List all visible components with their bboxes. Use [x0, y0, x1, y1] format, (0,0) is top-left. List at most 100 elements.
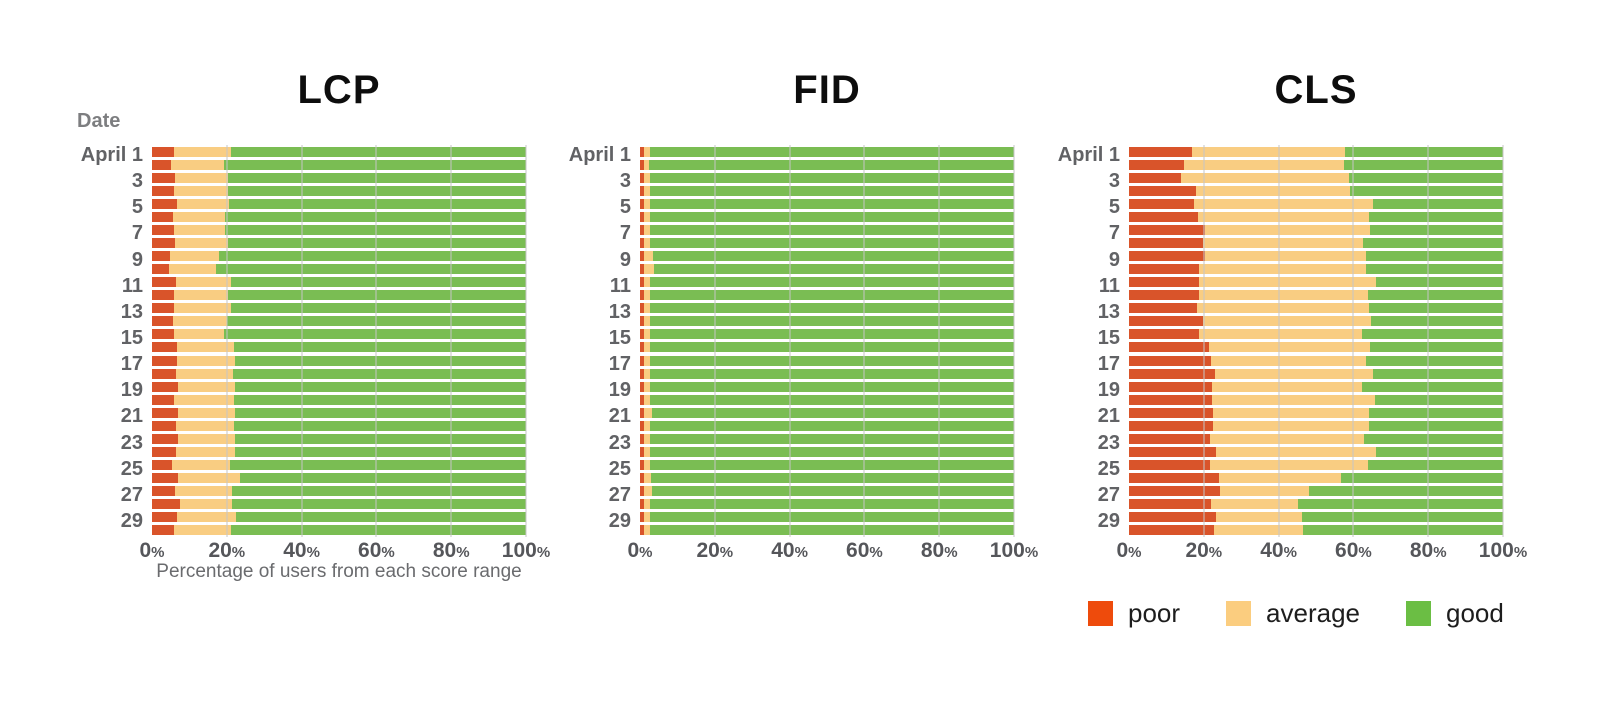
bar-row: [1129, 210, 1503, 223]
date-tick-label: 7: [619, 222, 631, 245]
stacked-bar: [640, 316, 1014, 327]
bar-row: [152, 197, 526, 210]
chart-title-cls: CLS: [1274, 68, 1358, 112]
poor-segment: [640, 368, 644, 379]
poor-segment: [640, 329, 644, 340]
poor-segment: [1129, 499, 1211, 510]
bar-row: [1129, 158, 1503, 171]
date-tick-label: 13: [608, 300, 631, 323]
good-segment: [650, 342, 1014, 353]
bar-row: [152, 485, 526, 498]
stacked-bar: [640, 264, 1014, 275]
average-segment: [1198, 211, 1370, 222]
good-segment: [650, 329, 1014, 340]
date-tick-label: 25: [608, 457, 631, 480]
x-tick-label: 60%: [1335, 539, 1372, 563]
poor-segment: [1129, 473, 1219, 484]
average-segment: [1210, 355, 1367, 366]
average-segment: [174, 329, 225, 340]
stacked-bar: [1129, 420, 1503, 431]
average-segment: [643, 355, 650, 366]
date-tick-label: April 1: [1057, 144, 1120, 166]
poor-segment: [1129, 316, 1204, 327]
average-segment: [175, 368, 233, 379]
good-segment: [235, 407, 526, 418]
stacked-bar: [152, 512, 526, 523]
stacked-bar: [640, 499, 1014, 510]
good-segment: [1343, 159, 1503, 170]
bar-row: [152, 184, 526, 197]
bar-row: [152, 472, 526, 485]
bar-row: [640, 171, 1014, 184]
poor-segment: [640, 420, 644, 431]
average-segment: [643, 146, 650, 157]
average-segment: [643, 433, 651, 444]
poor-segment: [152, 237, 175, 248]
average-segment: [180, 499, 233, 510]
bar-row: [1129, 498, 1503, 511]
poor-segment: [1129, 512, 1217, 523]
good-segment: [649, 316, 1014, 327]
bar-row: [152, 263, 526, 276]
date-tick-label: 3: [1108, 170, 1120, 193]
poor-segment: [152, 460, 173, 471]
date-tick-label: 15: [608, 326, 631, 349]
bar-row: [1129, 380, 1503, 393]
good-segment: [1363, 237, 1503, 248]
average-segment: [1212, 420, 1369, 431]
bar-row: [152, 328, 526, 341]
date-tick-label: 7: [1108, 222, 1120, 245]
good-segment: [1348, 172, 1503, 183]
poor-segment: [152, 525, 175, 536]
good-segment: [649, 355, 1014, 366]
good-segment: [650, 512, 1014, 523]
chart-cls: CLS April 1 3 5 7 9 11 13 15 17 19 21 23 25 27 29 0% 20…: [1058, 0, 1527, 600]
average-segment: [175, 277, 231, 288]
bar-row: [640, 354, 1014, 367]
gridline: [525, 145, 527, 537]
average-segment: [643, 198, 651, 209]
stacked-bar: [152, 146, 526, 157]
date-tick-label: 9: [1108, 248, 1120, 271]
stacked-bar: [640, 224, 1014, 235]
date-tick-label: 21: [120, 405, 143, 428]
stacked-bar: [152, 407, 526, 418]
average-segment: [176, 342, 235, 353]
good-segment: [651, 407, 1014, 418]
average-segment: [643, 512, 651, 523]
bar-row: [640, 184, 1014, 197]
poor-segment: [1129, 460, 1210, 471]
gridline: [1502, 145, 1504, 537]
x-tick-value: 100: [989, 539, 1025, 562]
good-segment: [650, 277, 1014, 288]
stacked-bar: [640, 486, 1014, 497]
x-tick-value: 40: [771, 539, 795, 562]
date-tick-label: 21: [608, 405, 631, 428]
poor-swatch-icon: [1088, 600, 1113, 626]
poor-segment: [152, 433, 178, 444]
stacked-bar: [1129, 512, 1503, 523]
date-tick-label-empty: [560, 531, 631, 537]
bar-row: [152, 419, 526, 432]
poor-segment: [640, 486, 644, 497]
good-segment: [234, 342, 526, 353]
good-segment: [649, 172, 1014, 183]
bar-row: [1129, 197, 1503, 210]
poor-segment: [1129, 368, 1216, 379]
average-segment: [173, 290, 228, 301]
bar-row: [152, 498, 526, 511]
date-tick-label-empty: [1049, 531, 1120, 537]
poor-segment: [640, 146, 644, 157]
date-tick-label: 11: [1098, 274, 1120, 297]
stacked-bar: [152, 211, 526, 222]
average-segment: [643, 172, 650, 183]
poor-segment: [1129, 329, 1199, 340]
stacked-bar: [152, 264, 526, 275]
x-tick-label: 20%: [1185, 539, 1222, 563]
good-segment: [653, 251, 1014, 262]
good-segment: [650, 433, 1014, 444]
stacked-bar: [1129, 433, 1503, 444]
date-tick-label: 3: [619, 170, 631, 193]
percent-sign: %: [1128, 544, 1142, 561]
good-segment: [234, 420, 526, 431]
